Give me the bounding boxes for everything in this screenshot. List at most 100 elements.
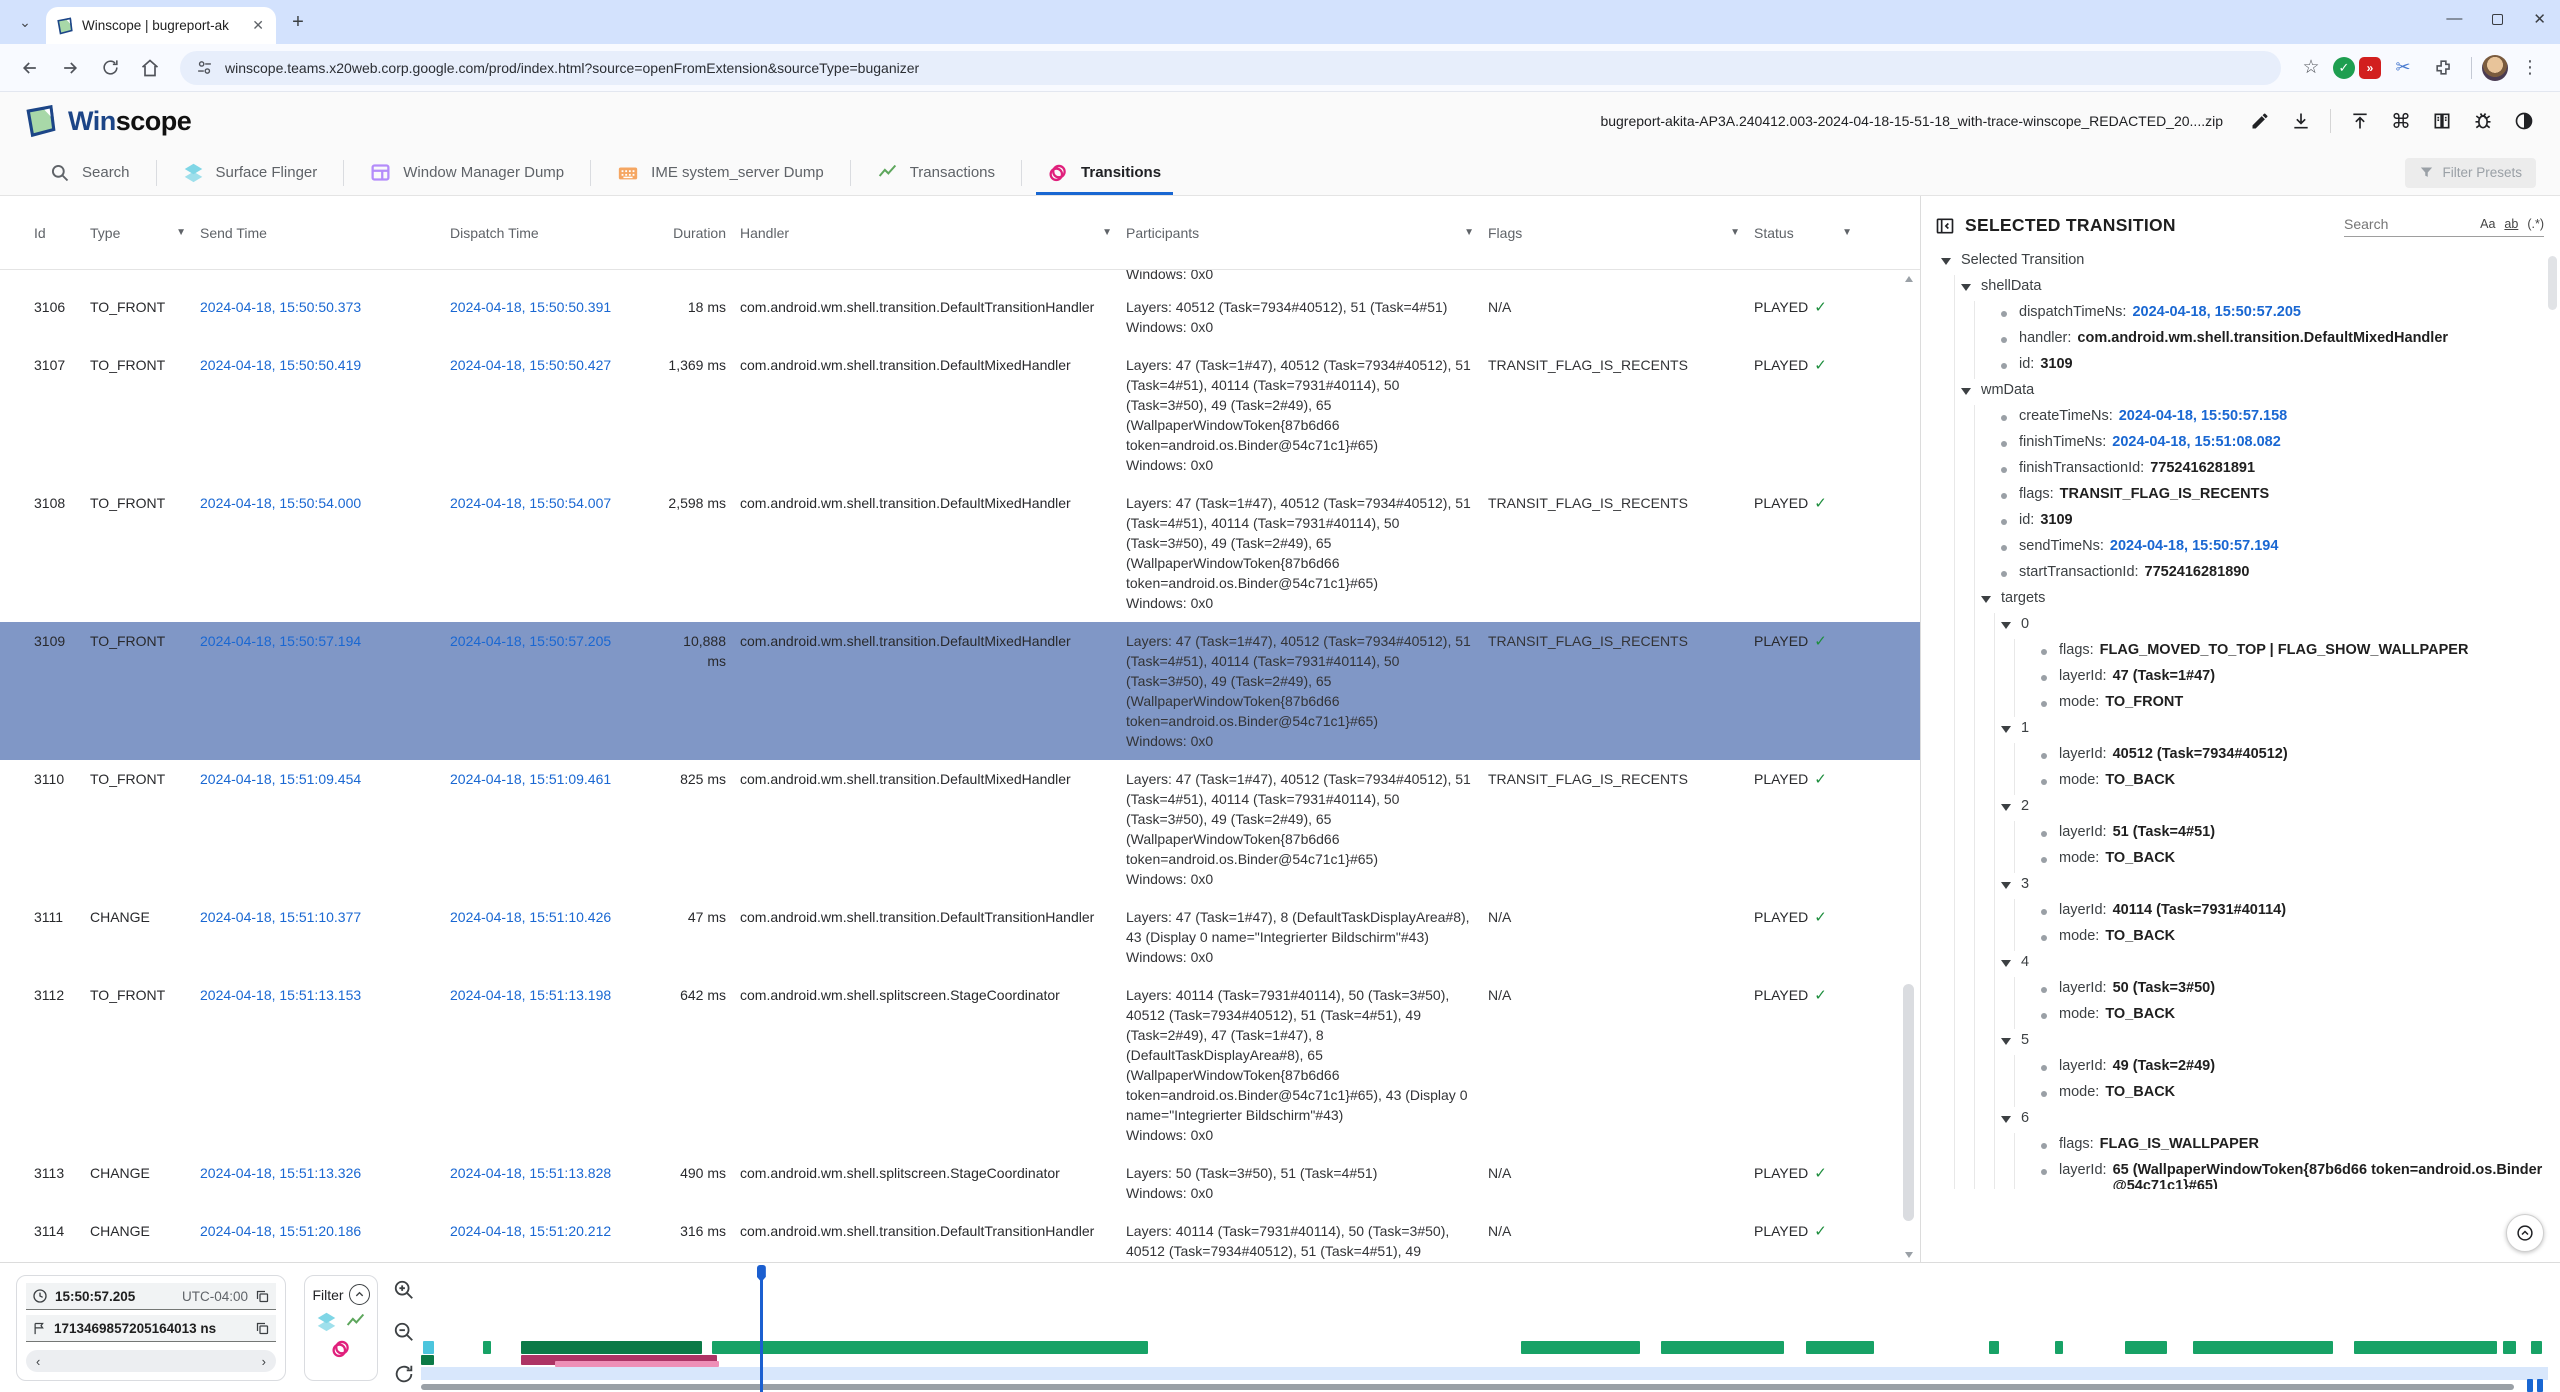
match-case-icon[interactable]: Aa bbox=[2480, 217, 2496, 231]
collapse-caret-icon[interactable] bbox=[1961, 284, 1971, 291]
tree-leaf-dispatchTimeNs[interactable]: dispatchTimeNs: 2024-04-18, 15:50:57.205 bbox=[1975, 301, 2560, 327]
collapse-caret-icon[interactable] bbox=[2001, 804, 2011, 811]
shortcuts-command-icon[interactable]: ⌘ bbox=[2391, 110, 2411, 133]
table-row-3113[interactable]: 3113 CHANGE 2024-04-18, 15:51:13.326 2024-0… bbox=[0, 1154, 1920, 1212]
collapse-caret-icon[interactable] bbox=[2001, 1038, 2011, 1045]
tab-window-manager-dump[interactable]: Window Manager Dump bbox=[344, 150, 590, 195]
scroll-to-top-button[interactable] bbox=[2506, 1214, 2544, 1252]
table-row-3108[interactable]: 3108 TO_FRONT 2024-04-18, 15:50:54.000 2024… bbox=[0, 484, 1920, 622]
browser-tab[interactable]: Winscope | bugreport-ak ✕ bbox=[46, 7, 276, 44]
scroll-down-icon[interactable] bbox=[1905, 1252, 1913, 1258]
trace-filter-chip[interactable]: Filter bbox=[304, 1275, 378, 1381]
tree-node-shelldata[interactable]: shellData bbox=[1955, 275, 2560, 301]
tree-leaf-layerId[interactable]: layerId: 49 (Task=2#49) bbox=[2015, 1055, 2560, 1081]
trace-segment[interactable] bbox=[1661, 1341, 1785, 1354]
collapse-caret-icon[interactable] bbox=[1981, 596, 1991, 603]
tree-leaf-createTimeNs[interactable]: createTimeNs: 2024-04-18, 15:50:57.158 bbox=[1975, 405, 2560, 431]
send-time-link[interactable]: 2024-04-18, 15:51:10.377 bbox=[200, 909, 362, 925]
table-row-3107[interactable]: 3107 TO_FRONT 2024-04-18, 15:50:50.419 2024… bbox=[0, 346, 1920, 484]
reload-icon[interactable] bbox=[92, 50, 128, 86]
extension-red-icon[interactable]: » bbox=[2359, 56, 2381, 79]
download-icon[interactable] bbox=[2289, 109, 2313, 133]
transitions-filter-icon[interactable] bbox=[331, 1338, 352, 1359]
trace-segment[interactable] bbox=[555, 1361, 719, 1367]
send-time-link[interactable]: 2024-04-18, 15:51:20.186 bbox=[200, 1223, 362, 1239]
table-row-3106[interactable]: 3106 TO_FRONT 2024-04-18, 15:50:50.373 2024… bbox=[0, 288, 1920, 346]
send-time-link[interactable]: 2024-04-18, 15:50:50.419 bbox=[200, 357, 362, 373]
column-header-handler[interactable]: Handler ▼ bbox=[740, 224, 1112, 241]
table-row-3112[interactable]: 3112 TO_FRONT 2024-04-18, 15:51:13.153 2024… bbox=[0, 976, 1920, 1154]
column-header-send-time[interactable]: Send Time bbox=[200, 224, 267, 241]
tree-node-3[interactable]: 3 bbox=[1995, 873, 2560, 899]
timeline-cursor-handle[interactable] bbox=[756, 1265, 766, 1282]
tree-node-0[interactable]: 0 bbox=[1995, 613, 2560, 639]
tree-leaf-startTransactionId[interactable]: startTransactionId: 7752416281890 bbox=[1975, 561, 2560, 587]
trace-segment[interactable] bbox=[1805, 1341, 1874, 1354]
send-time-link[interactable]: 2024-04-18, 15:50:50.373 bbox=[200, 299, 362, 315]
tree-search-input[interactable] bbox=[2344, 216, 2454, 232]
tab-close-icon[interactable]: ✕ bbox=[252, 17, 264, 33]
trace-segment[interactable] bbox=[2530, 1341, 2542, 1354]
layers-filter-icon[interactable] bbox=[316, 1311, 337, 1332]
regex-icon[interactable]: (.*) bbox=[2527, 217, 2544, 231]
site-info-icon[interactable] bbox=[196, 59, 213, 76]
trace-segment[interactable] bbox=[423, 1341, 434, 1354]
timeline-tracks[interactable] bbox=[421, 1263, 2548, 1392]
filter-caret-icon[interactable]: ▼ bbox=[1730, 227, 1740, 238]
tree-leaf-mode[interactable]: mode: TO_BACK bbox=[2015, 1081, 2560, 1107]
send-time-link[interactable]: 2024-04-18, 15:51:13.153 bbox=[200, 987, 362, 1003]
collapse-caret-icon[interactable] bbox=[2001, 1116, 2011, 1123]
scissors-extension-icon[interactable]: ✂ bbox=[2395, 57, 2411, 77]
table-row-3111[interactable]: 3111 CHANGE 2024-04-18, 15:51:10.377 2024-0… bbox=[0, 898, 1920, 976]
home-icon[interactable] bbox=[132, 50, 168, 86]
trace-segment[interactable] bbox=[2124, 1341, 2168, 1354]
tab-search[interactable]: Search bbox=[24, 150, 156, 195]
tree-leaf-layerId[interactable]: layerId: 51 (Task=4#51) bbox=[2015, 821, 2560, 847]
filter-caret-icon[interactable]: ▼ bbox=[1842, 227, 1852, 238]
tree-leaf-flags[interactable]: flags: FLAG_MOVED_TO_TOP | FLAG_SHOW_WALL… bbox=[2015, 639, 2560, 665]
send-time-link[interactable]: 2024-04-18, 15:50:57.194 bbox=[200, 633, 362, 649]
table-row-3110[interactable]: 3110 TO_FRONT 2024-04-18, 15:51:09.454 2024… bbox=[0, 760, 1920, 898]
trace-segment[interactable] bbox=[421, 1355, 434, 1365]
tree-leaf-mode[interactable]: mode: TO_BACK bbox=[2015, 847, 2560, 873]
report-bug-icon[interactable] bbox=[2471, 109, 2495, 133]
trace-segment[interactable] bbox=[2354, 1341, 2497, 1354]
tree-leaf-layerId[interactable]: layerId: 40114 (Task=7931#40114) bbox=[2015, 899, 2560, 925]
table-row-partial[interactable]: Windows: 0x0 bbox=[1126, 270, 1214, 282]
dispatch-time-link[interactable]: 2024-04-18, 15:50:54.007 bbox=[450, 495, 612, 511]
table-scrollbar[interactable] bbox=[1902, 274, 1916, 1260]
tree-node-5[interactable]: 5 bbox=[1995, 1029, 2560, 1055]
filter-caret-icon[interactable]: ▼ bbox=[1464, 227, 1474, 238]
tree-leaf-sendTimeNs[interactable]: sendTimeNs: 2024-04-18, 15:50:57.194 bbox=[1975, 535, 2560, 561]
transactions-filter-icon[interactable] bbox=[345, 1311, 366, 1332]
tree-leaf-layerId[interactable]: layerId: 40512 (Task=7934#40512) bbox=[2015, 743, 2560, 769]
collapse-caret-icon[interactable] bbox=[2001, 726, 2011, 733]
reset-zoom-icon[interactable] bbox=[393, 1363, 415, 1385]
column-header-dispatch-time[interactable]: Dispatch Time bbox=[450, 224, 539, 241]
send-time-link[interactable]: 2024-04-18, 15:51:13.326 bbox=[200, 1165, 362, 1181]
tree-leaf-id[interactable]: id: 3109 bbox=[1975, 353, 2560, 379]
trace-segment[interactable] bbox=[2192, 1341, 2334, 1354]
collapse-caret-icon[interactable] bbox=[2001, 960, 2011, 967]
zoom-out-icon[interactable] bbox=[393, 1321, 415, 1343]
tree-node-1[interactable]: 1 bbox=[1995, 717, 2560, 743]
panel-scrollbar-thumb[interactable] bbox=[2548, 256, 2557, 310]
forward-icon[interactable] bbox=[52, 50, 88, 86]
filter-caret-icon[interactable]: ▼ bbox=[1102, 227, 1112, 238]
tree-leaf-finishTransactionId[interactable]: finishTransactionId: 7752416281891 bbox=[1975, 457, 2560, 483]
documentation-book-icon[interactable] bbox=[2430, 109, 2454, 133]
tree-leaf-mode[interactable]: mode: TO_BACK bbox=[2015, 1003, 2560, 1029]
trace-segment[interactable] bbox=[2503, 1341, 2517, 1354]
column-header-id[interactable]: Id bbox=[34, 224, 46, 241]
dispatch-time-link[interactable]: 2024-04-18, 15:50:57.205 bbox=[450, 633, 612, 649]
tree-node-targets[interactable]: targets bbox=[1975, 587, 2560, 613]
timeline-cursor[interactable] bbox=[760, 1265, 763, 1392]
bookmark-star-icon[interactable]: ☆ bbox=[2302, 57, 2320, 78]
new-tab-button[interactable]: + bbox=[292, 10, 304, 33]
tree-node-2[interactable]: 2 bbox=[1995, 795, 2560, 821]
collapse-caret-icon[interactable] bbox=[2001, 622, 2011, 629]
trace-segment[interactable] bbox=[520, 1341, 702, 1354]
tab-transactions[interactable]: Transactions bbox=[851, 150, 1021, 195]
dispatch-time-link[interactable]: 2024-04-18, 15:51:13.828 bbox=[450, 1165, 612, 1181]
